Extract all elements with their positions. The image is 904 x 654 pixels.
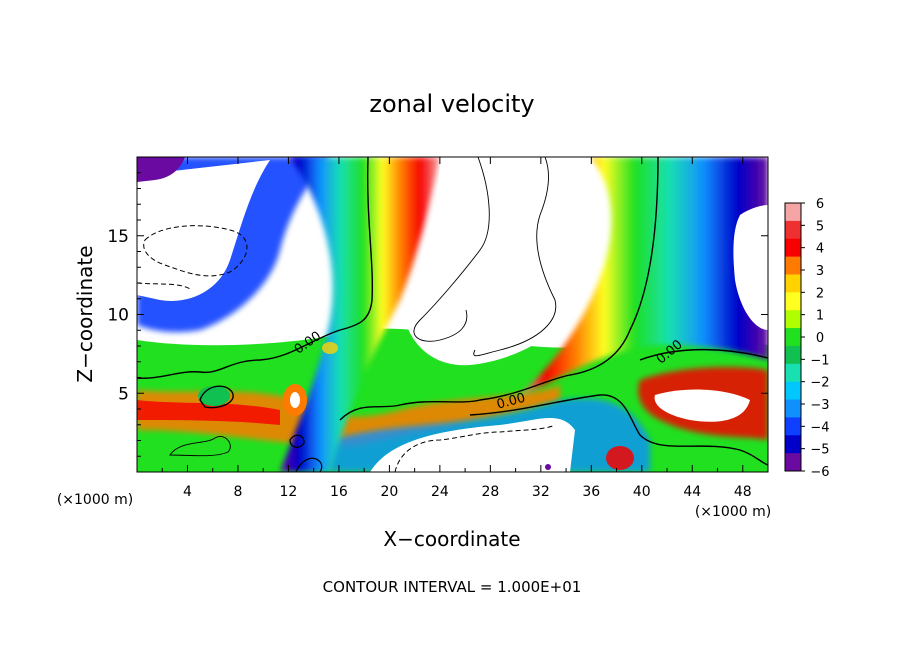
heatmap-feature xyxy=(290,392,300,408)
dashed-contour-left xyxy=(137,282,193,291)
x-tick-label: 20 xyxy=(380,484,398,500)
zero-contour-small xyxy=(289,434,305,448)
contour-label: 0.00 xyxy=(495,391,527,413)
colorbar-label: −5 xyxy=(810,443,829,458)
contour-lines xyxy=(137,157,768,472)
dashed-contour-bottom xyxy=(394,424,556,472)
colorbar-label: −1 xyxy=(810,353,829,368)
x-tick-label: 40 xyxy=(633,484,651,500)
colorbar-label: 6 xyxy=(816,197,824,212)
y-axis: 5 10 15 xyxy=(107,172,768,457)
colorbar: 6 5 4 3 2 1 0 −1 −2 −3 −4 −5 −6 xyxy=(784,197,830,480)
colorbar-label: −2 xyxy=(810,376,829,391)
colorbar-label: 0 xyxy=(816,331,824,346)
colorbar-swatch xyxy=(785,399,801,418)
colorbar-swatch xyxy=(785,238,801,258)
x-tick-label: 36 xyxy=(582,484,600,500)
colorbar-swatch xyxy=(785,453,801,472)
colorbar-swatch xyxy=(785,292,801,311)
colorbar-swatch xyxy=(785,363,801,383)
x-tick-label: 4 xyxy=(183,484,192,500)
zero-contour-loop xyxy=(199,385,234,409)
x-axis: 4 8 12 16 20 24 28 32 36 40 44 48 xyxy=(161,157,752,500)
colorbar-label: −3 xyxy=(810,398,829,413)
heatmap-central-jet xyxy=(280,157,440,472)
heatmap-mid-white xyxy=(405,157,600,366)
heatmap-field xyxy=(137,157,768,472)
y-tick-label: 5 xyxy=(118,384,129,404)
heatmap-lower-red xyxy=(137,385,560,446)
thin-contour-upper-right xyxy=(473,157,557,357)
thin-contour-upper xyxy=(413,157,490,342)
heatmap-top-left-white xyxy=(137,160,270,301)
colorbar-label: 2 xyxy=(816,286,824,301)
x-tick-label: 32 xyxy=(532,484,550,500)
colorbar-swatch xyxy=(785,310,801,329)
chart-title: zonal velocity xyxy=(369,90,534,118)
x-tick-label: 12 xyxy=(280,484,298,500)
colorbar-label: 4 xyxy=(816,242,824,257)
heatmap-lower-white xyxy=(370,418,575,472)
x-tick-label: 28 xyxy=(481,484,499,500)
colorbar-swatch xyxy=(785,256,801,275)
heatmap-feature xyxy=(322,342,338,354)
x-unit-label-right: (×1000 m) xyxy=(695,504,771,520)
heatmap-right-edge-white xyxy=(733,205,768,330)
heatmap-right-lower-white xyxy=(654,389,750,422)
heatmap-right-jet xyxy=(520,157,768,395)
x-tick-label: 8 xyxy=(233,484,242,500)
thin-contour-lower-left xyxy=(169,436,231,457)
x-tick-label: 24 xyxy=(431,484,449,500)
zero-contour-lower xyxy=(469,394,768,466)
zero-contour-right xyxy=(639,348,768,361)
y-axis-label: Z−coordinate xyxy=(73,245,97,382)
zero-contour-mid xyxy=(339,157,659,421)
x-unit-label: (×1000 m) xyxy=(57,492,133,508)
colorbar-swatch xyxy=(785,381,801,401)
colorbar-label: 5 xyxy=(816,219,824,234)
colorbar-label: −6 xyxy=(810,465,829,480)
colorbar-swatch xyxy=(785,203,801,222)
heatmap-feature xyxy=(545,464,551,470)
zero-contour-base xyxy=(295,457,323,472)
x-tick-label: 48 xyxy=(734,484,752,500)
heatmap-feature xyxy=(606,446,634,470)
colorbar-swatch xyxy=(785,345,801,365)
colorbar-swatch xyxy=(785,417,801,436)
y-tick-label: 10 xyxy=(107,306,129,326)
dashed-contour-topleft xyxy=(143,225,248,277)
contour-interval-note: CONTOUR INTERVAL = 1.000E+01 xyxy=(323,578,582,596)
colorbar-swatch xyxy=(785,435,801,454)
colorbar-swatch xyxy=(785,220,801,240)
heatmap-corner-purple xyxy=(137,157,185,182)
colorbar-label: −4 xyxy=(810,420,829,435)
colorbar-swatch xyxy=(785,328,801,347)
x-tick-label: 16 xyxy=(330,484,348,500)
heatmap-lower-red-core xyxy=(137,400,280,425)
zero-contour-left xyxy=(137,157,374,379)
x-axis-label: X−coordinate xyxy=(383,527,520,551)
colorbar-label: 1 xyxy=(816,309,824,324)
colorbar-swatch xyxy=(785,274,801,293)
x-tick-label: 44 xyxy=(683,484,701,500)
y-tick-label: 15 xyxy=(107,227,129,247)
colorbar-label: 3 xyxy=(816,264,824,279)
